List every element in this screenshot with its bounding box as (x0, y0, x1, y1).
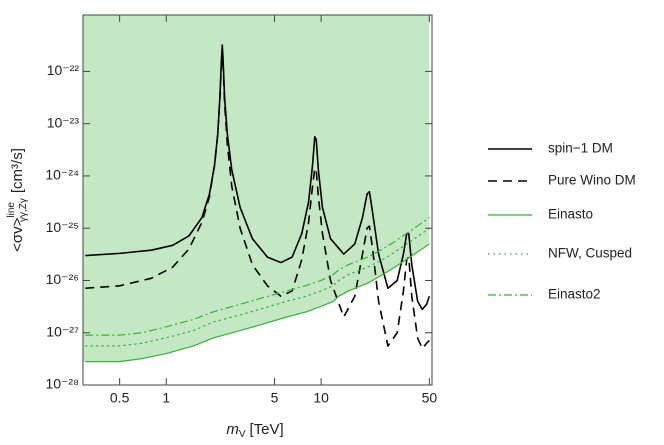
x-tick-label: 1 (162, 390, 170, 406)
legend-label: Einasto (548, 207, 593, 222)
x-tick-label: 0.5 (110, 390, 130, 406)
legend-label: Einasto2 (548, 287, 601, 302)
y-tick-label: 10⁻²³ (47, 114, 80, 130)
legend: spin−1 DM Pure Wino DM Einasto NFW, Cusped E… (488, 141, 636, 302)
y-axis-title: <σv>lineγγ,Zγ [cm³/s] (6, 148, 29, 252)
x-tick-label: 10 (313, 390, 329, 406)
plot-frame (82, 14, 433, 386)
series-line (85, 49, 430, 350)
axes: 0.5 1 5 10 50 10⁻²⁸ 10⁻²⁷ 10⁻²⁶ 10⁻²⁵ 10⁻²⁴ 10⁻²³ 1… (45, 15, 437, 406)
series-line (85, 243, 430, 363)
y-label-unit: [cm³/s] (9, 148, 26, 193)
x-axis-title: mV [TeV] (226, 421, 283, 440)
excluded-region-edge (83, 15, 86, 362)
fill-layer (83, 15, 430, 362)
x-label-sub: V (239, 429, 246, 440)
x-tick-label: 5 (271, 390, 279, 406)
x-label-unit: [TeV] (249, 421, 283, 438)
series-line (85, 44, 431, 311)
legend-label: NFW, Cusped (548, 246, 632, 261)
x-tick-label: 50 (422, 390, 438, 406)
y-tick-label: 10⁻²² (47, 62, 80, 78)
y-label-sup: line (6, 202, 17, 218)
y-tick-label: 10⁻²⁵ (46, 219, 79, 235)
legend-label: Pure Wino DM (548, 173, 636, 188)
excluded-region (85, 15, 430, 362)
legend-label: spin−1 DM (548, 141, 613, 156)
x-label-main: m (226, 421, 239, 438)
y-tick-label: 10⁻²⁷ (46, 323, 79, 339)
y-tick-label: 10⁻²⁴ (45, 167, 79, 183)
y-label-sub: γγ,Zγ (18, 198, 29, 222)
y-tick-label: 10⁻²⁶ (46, 271, 79, 287)
series-line (84, 227, 430, 347)
y-label-main: <σv> (9, 217, 26, 252)
y-tick-label: 10⁻²⁸ (45, 376, 79, 392)
line-layer (84, 44, 431, 363)
series-line (85, 217, 430, 336)
